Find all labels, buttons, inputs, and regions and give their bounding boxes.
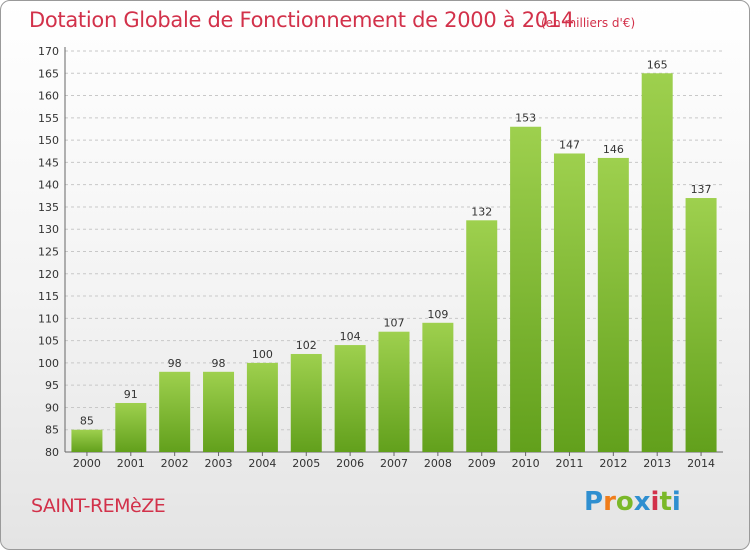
x-tick-label: 2006 [336, 457, 364, 470]
bar [641, 73, 673, 453]
x-tick-label: 2004 [248, 457, 276, 470]
logo-letter: i [650, 487, 660, 517]
y-tick-label: 130 [38, 223, 59, 236]
bar [597, 157, 629, 452]
x-tick-label: 2001 [117, 457, 145, 470]
x-tick-label: 2003 [205, 457, 233, 470]
x-tick-label: 2010 [512, 457, 540, 470]
bar [378, 331, 410, 452]
bar-value-label: 104 [340, 330, 361, 343]
y-tick-label: 100 [38, 357, 59, 370]
logo-letter: x [633, 487, 651, 517]
bar-value-label: 137 [691, 183, 712, 196]
y-tick-label: 105 [38, 335, 59, 348]
proxiti-logo[interactable]: Proxiti [584, 487, 681, 517]
y-tick-label: 170 [38, 45, 59, 58]
bar [422, 322, 454, 452]
x-tick-label: 2013 [643, 457, 671, 470]
bar [553, 153, 585, 452]
y-tick-label: 120 [38, 268, 59, 281]
bar-value-label: 132 [471, 205, 492, 218]
bar [115, 402, 147, 452]
x-tick-label: 2007 [380, 457, 408, 470]
bar [246, 362, 278, 452]
bar [203, 371, 235, 452]
bar-value-label: 100 [252, 348, 273, 361]
y-tick-label: 90 [45, 401, 59, 414]
bar [71, 429, 103, 452]
y-tick-label: 125 [38, 246, 59, 259]
bar-value-label: 98 [212, 357, 226, 370]
x-tick-label: 2000 [73, 457, 101, 470]
logo-letter: i [671, 487, 681, 517]
y-tick-label: 80 [45, 446, 59, 459]
bar [466, 220, 498, 452]
bar-value-label: 107 [384, 317, 405, 330]
bar [290, 353, 322, 452]
x-tick-label: 2014 [687, 457, 715, 470]
x-tick-label: 2002 [161, 457, 189, 470]
bar [159, 371, 191, 452]
bar [685, 198, 717, 452]
y-tick-label: 150 [38, 134, 59, 147]
bars [71, 73, 717, 453]
y-tick-label: 115 [38, 290, 59, 303]
bar [510, 126, 542, 452]
y-tick-label: 155 [38, 112, 59, 125]
x-tick-label: 2012 [599, 457, 627, 470]
logo-letter: o [615, 487, 634, 517]
x-tick-label: 2008 [424, 457, 452, 470]
y-tick-label: 85 [45, 424, 59, 437]
bar [334, 345, 366, 452]
chart-title: Dotation Globale de Fonctionnement de 20… [29, 8, 574, 32]
commune-name: SAINT-REMèZE [31, 495, 166, 517]
y-tick-label: 165 [38, 67, 59, 80]
bar-value-label: 165 [647, 58, 668, 71]
y-tick-label: 95 [45, 379, 59, 392]
bar-value-label: 98 [168, 357, 182, 370]
labels: 80 85 90 95 100 105 110 115 120 125 130 135 140 145 15… [38, 45, 715, 470]
y-tick-label: 110 [38, 312, 59, 325]
y-tick-label: 145 [38, 156, 59, 169]
logo-letter: t [659, 487, 672, 517]
bar-value-label: 109 [427, 308, 448, 321]
bar-value-label: 146 [603, 143, 624, 156]
bar-value-label: 102 [296, 339, 317, 352]
bar-value-label: 153 [515, 112, 536, 125]
logo-letter: r [603, 487, 616, 517]
chart-unit: (en milliers d'€) [541, 16, 636, 30]
y-tick-label: 140 [38, 179, 59, 192]
bar-value-label: 85 [80, 415, 94, 428]
bar-value-label: 91 [124, 388, 138, 401]
y-tick-label: 135 [38, 201, 59, 214]
x-tick-label: 2009 [468, 457, 496, 470]
x-tick-label: 2005 [292, 457, 320, 470]
x-tick-label: 2011 [555, 457, 583, 470]
y-tick-label: 160 [38, 90, 59, 103]
logo-letter: P [584, 487, 604, 517]
bar-value-label: 147 [559, 138, 580, 151]
